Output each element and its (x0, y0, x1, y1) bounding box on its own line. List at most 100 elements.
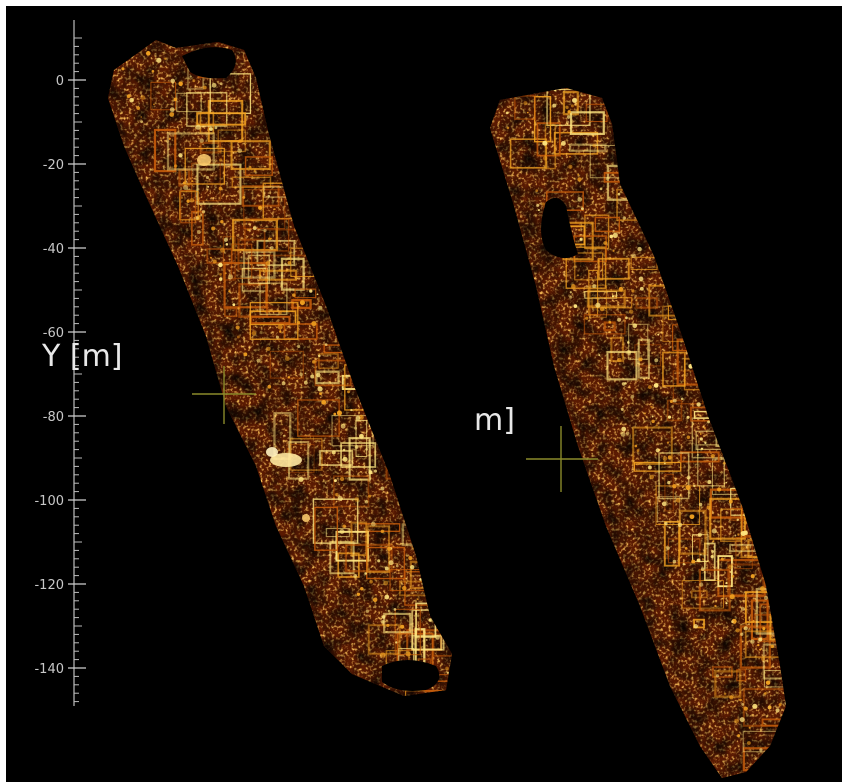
bright-speckle (737, 533, 740, 536)
bright-speckle (173, 164, 178, 168)
bright-speckle (677, 522, 683, 528)
bright-speckle (663, 462, 666, 465)
bright-speckle (686, 435, 691, 440)
bright-speckle (739, 717, 745, 723)
right-scan-strip[interactable] (476, 82, 842, 782)
bright-speckle (201, 210, 206, 214)
bright-speckle (316, 293, 319, 296)
bright-speckle (419, 578, 422, 581)
bright-speckle (189, 75, 192, 78)
bright-speckle (429, 593, 435, 599)
bright-speckle (450, 646, 452, 651)
bright-speckle (458, 625, 462, 629)
bright-speckle (599, 187, 603, 191)
y-tick-label: -100 (34, 494, 64, 509)
wall-feature (606, 350, 638, 381)
wall-feature (589, 284, 607, 318)
bright-speckle (445, 666, 449, 671)
bright-speckle (759, 586, 765, 592)
bright-speckle (785, 735, 786, 741)
bright-speckle (821, 722, 824, 725)
bright-speckle (812, 730, 814, 732)
bright-speckle (604, 307, 607, 310)
bright-speckle (725, 481, 728, 484)
bright-speckle (636, 449, 640, 452)
bright-speckle (802, 707, 805, 710)
bright-speckle (725, 602, 728, 605)
bright-speckle (617, 192, 621, 196)
wall-feature (813, 727, 834, 772)
bright-speckle (429, 609, 432, 612)
bright-speckle (258, 205, 263, 210)
wall-feature (635, 297, 659, 309)
bright-speckle (542, 140, 548, 146)
bright-speckle (189, 197, 195, 203)
bright-speckle (707, 480, 712, 485)
wall-feature (249, 301, 299, 340)
bright-speckle (672, 483, 677, 489)
bright-speckle (662, 456, 668, 461)
bright-speckle (639, 286, 644, 291)
wall-feature (709, 497, 746, 540)
bright-speckle (400, 624, 405, 629)
bright-speckle (129, 97, 134, 103)
bright-speckle (265, 260, 271, 266)
bright-speckle (620, 431, 626, 437)
bright-speckle (651, 415, 654, 418)
viewer-canvas[interactable]: 0 -20 -40 -60 -80 -100 -120 -140 (6, 6, 842, 782)
bright-speckle (739, 698, 742, 702)
bright-speckle (764, 692, 767, 695)
bright-speckle (784, 700, 786, 706)
bright-speckle (542, 155, 548, 161)
bright-speckle (173, 97, 178, 102)
wall-feature (832, 740, 842, 771)
bright-speckle (747, 741, 751, 745)
bright-speckle (156, 57, 162, 63)
wall-feature (536, 122, 561, 157)
wall-feature (312, 498, 359, 544)
bright-speckle (292, 293, 296, 297)
right-strip-void (541, 197, 578, 259)
wall-feature (697, 444, 725, 487)
wall-feature (634, 344, 662, 367)
wall-feature (591, 297, 633, 309)
wall-feature (742, 688, 786, 727)
wall-feature (179, 191, 199, 221)
bright-speckle (569, 155, 571, 158)
survey-map-svg[interactable]: 0 -20 -40 -60 -80 -100 -120 -140 (6, 6, 842, 782)
wall-feature (196, 112, 247, 126)
wall-feature (776, 596, 786, 627)
bright-speckle (505, 111, 509, 115)
bright-speckle (789, 726, 791, 728)
left-scan-strip[interactable] (96, 36, 496, 728)
bright-speckle (569, 295, 573, 299)
bright-speckle (421, 583, 423, 585)
bright-speckle (331, 450, 336, 455)
bright-speckle (427, 604, 432, 608)
y-tick-label: 0 (56, 74, 64, 89)
bright-speckle (617, 357, 622, 363)
bright-speckle (236, 335, 240, 339)
bright-speckle (219, 273, 222, 276)
bright-speckle (612, 229, 615, 232)
bright-speckle (252, 226, 257, 231)
bright-speckle (267, 194, 271, 198)
bright-speckle (592, 284, 597, 289)
bright-speckle (538, 209, 541, 212)
wall-feature (355, 419, 368, 457)
bright-speckle (446, 671, 450, 675)
bright-speckle (408, 505, 410, 507)
y-tick-label: -80 (43, 410, 64, 425)
wall-feature (337, 552, 360, 578)
bright-speckle (686, 415, 690, 419)
bright-speckle (668, 526, 671, 529)
wall-feature (783, 727, 786, 775)
bright-speckle (649, 290, 652, 293)
bright-speckle (570, 104, 574, 108)
bright-speckle (209, 127, 213, 131)
bright-speckle (238, 139, 243, 144)
bright-speckle (178, 153, 183, 158)
bright-speckle (155, 60, 158, 62)
bright-speckle (364, 500, 369, 504)
bright-speckle (336, 410, 343, 416)
